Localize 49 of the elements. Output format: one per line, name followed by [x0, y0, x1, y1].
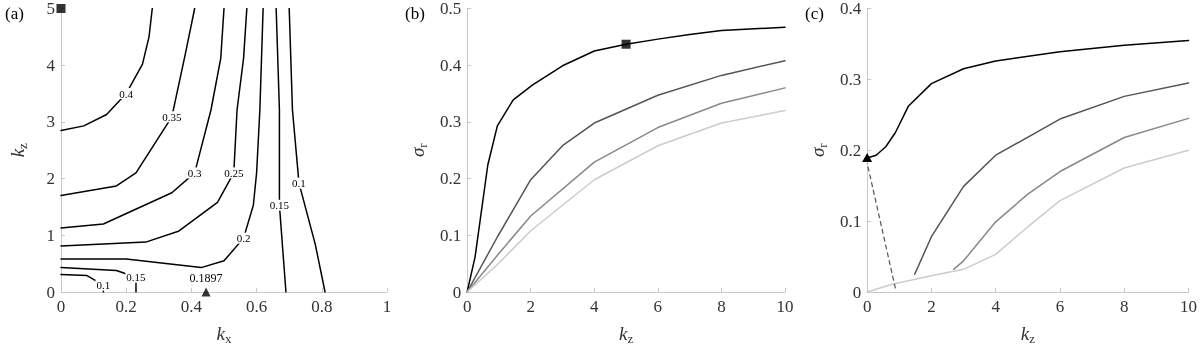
x-tick-label: 8: [1119, 297, 1129, 316]
x-tick-label: 10: [1180, 297, 1197, 316]
chart-title: (b): [405, 4, 425, 23]
x-tick-label: 0.6: [245, 297, 268, 316]
x-tick-label: 0.8: [311, 297, 333, 316]
y-tick-label: 0.5: [439, 0, 462, 18]
y-tick-label: 3: [46, 112, 55, 132]
y-tick-label: 0.2: [839, 140, 862, 160]
y-tick-label: 0: [852, 282, 862, 302]
y-axis-title: σr: [407, 142, 430, 158]
y-tick-label: 1: [46, 225, 55, 245]
y-tick-label: 2: [46, 169, 55, 189]
line-series: [913, 82, 1190, 276]
x-tick-label: 0.4: [180, 297, 203, 316]
line-series: [60, 7, 264, 269]
line-series: [952, 117, 1190, 271]
x-tick-label: 4: [590, 297, 600, 316]
x-tick-label: 6: [1055, 297, 1065, 316]
line-series: [60, 7, 154, 132]
chart-title: (c): [805, 4, 824, 23]
series-label: 0.1: [292, 177, 306, 190]
point: [56, 4, 66, 13]
x-tick-label: 1: [382, 297, 392, 316]
y-tick-label: 0: [46, 282, 55, 302]
annotation: 0.1897: [189, 271, 223, 285]
chart-title: (a): [5, 4, 24, 23]
line-series: [288, 7, 326, 293]
x-tick-label: 0.2: [115, 297, 137, 316]
line-series: [60, 7, 248, 247]
y-tick-label: 4: [46, 55, 56, 75]
x-tick-label: 6: [653, 297, 663, 316]
y-tick-label: 0.3: [839, 69, 862, 89]
y-tick-label: 5: [46, 0, 55, 18]
x-tick-label: 10: [776, 297, 794, 316]
line-series: [60, 7, 225, 229]
y-tick-label: 0.3: [439, 112, 462, 132]
y-tick-label: 0.2: [439, 169, 462, 189]
x-tick-label: 4: [991, 297, 1001, 316]
y-tick-label: 0: [452, 282, 462, 302]
x-tick-label: 8: [717, 297, 726, 316]
y-axis-title: kz: [7, 142, 30, 158]
y-tick-label: 0.1: [839, 211, 862, 231]
y-axis-title: σr: [807, 142, 830, 158]
x-tick-label: 2: [526, 297, 535, 316]
y-tick-label: 0.4: [839, 0, 862, 18]
y-tick-label: 0.4: [439, 55, 462, 75]
y-tick-label: 0.1: [439, 225, 462, 245]
x-tick-label: 2: [927, 297, 936, 316]
point: [201, 287, 211, 297]
